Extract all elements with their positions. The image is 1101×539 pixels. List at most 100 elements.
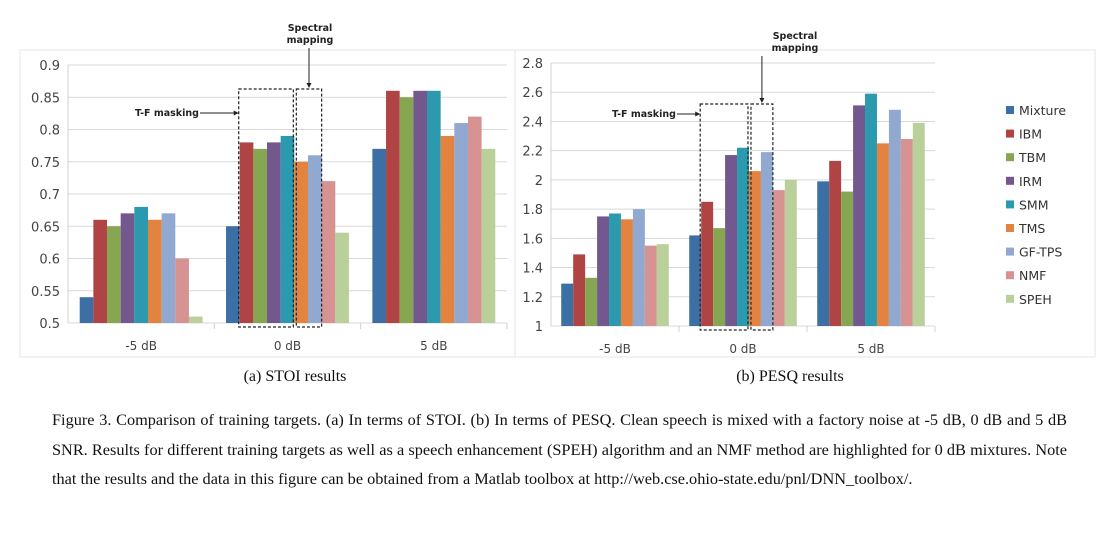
bar-speh--5dB	[188, 316, 203, 323]
legend-label-ibm: IBM	[1019, 127, 1042, 142]
y-tick-label: 1.6	[522, 232, 543, 247]
legend-label-tbm: TBM	[1018, 150, 1046, 165]
y-tick-label: 0.6	[39, 253, 60, 268]
x-tick-label: 5 dB	[857, 342, 884, 356]
spectral-mapping-box	[295, 88, 323, 328]
y-tick-label: 0.9	[39, 59, 60, 74]
bar-tbm--5dB	[585, 277, 598, 326]
bar-irm--5dB	[597, 216, 610, 326]
bar-gf-tps--5dB	[632, 209, 645, 326]
spectral-label: Spectral	[773, 31, 818, 42]
bar-gf-tps-0dB	[307, 155, 322, 323]
mapping-label: mapping	[772, 43, 819, 54]
legend-label-tms: TMS	[1018, 221, 1045, 236]
bar-speh-5dB	[912, 122, 925, 327]
legend-swatch-tbm	[1006, 153, 1014, 162]
legend-label-smm: SMM	[1019, 197, 1049, 212]
bar-speh-5dB	[481, 148, 496, 323]
bar-speh-0dB	[784, 179, 797, 326]
legend-label-nmf: NMF	[1019, 268, 1046, 283]
bar-mixture-0dB	[226, 226, 240, 323]
bar-nmf--5dB	[644, 245, 657, 326]
arrowhead-icon	[695, 111, 701, 117]
legend-swatch-nmf	[1006, 271, 1014, 280]
bar-ibm--5dB	[573, 254, 586, 326]
bar-tms-5dB	[876, 143, 889, 326]
bar-ibm-0dB	[239, 142, 254, 323]
bar-mixture-5dB	[372, 148, 387, 323]
bar-tms-5dB	[440, 135, 455, 323]
legend-swatch-ibm	[1006, 129, 1014, 138]
bar-tms--5dB	[620, 219, 633, 326]
tf-masking-label: T-F masking	[612, 109, 676, 120]
arrowhead-icon	[759, 98, 765, 103]
x-tick-label: -5 dB	[599, 342, 631, 356]
bar-gf-tps-5dB	[454, 123, 468, 323]
mapping-label: mapping	[287, 35, 334, 46]
x-tick-label: 0 dB	[729, 342, 756, 356]
spectral-label: Spectral	[288, 23, 333, 34]
bar-irm-5dB	[853, 105, 866, 326]
y-tick-label: 0.55	[31, 285, 60, 300]
y-tick-label: 1	[535, 320, 543, 335]
y-tick-label: 0.8	[39, 124, 60, 139]
bar-mixture-0dB	[689, 235, 702, 326]
bar-tms-0dB	[294, 161, 308, 323]
bar-nmf-5dB	[467, 116, 482, 323]
bar-mixture--5dB	[79, 297, 94, 323]
x-tick-label: 0 dB	[274, 339, 301, 353]
bar-mixture--5dB	[561, 283, 574, 326]
caption-stoi: (a) STOI results	[243, 368, 347, 385]
y-tick-label: 2.4	[522, 115, 543, 130]
bar-smm--5dB	[609, 213, 621, 326]
y-tick-label: 0.5	[39, 317, 60, 332]
y-tick-label: 1.4	[522, 262, 543, 277]
legend-swatch-smm	[1006, 200, 1014, 209]
legend-label-speh: SPEH	[1019, 292, 1052, 307]
legend-swatch-speh	[1006, 294, 1014, 303]
bar-irm--5dB	[120, 213, 135, 323]
bar-tbm-0dB	[713, 228, 726, 326]
y-tick-label: 1.2	[522, 291, 543, 306]
bar-speh--5dB	[656, 244, 669, 326]
bar-gf-tps-5dB	[888, 109, 901, 326]
arrowhead-icon	[233, 110, 239, 116]
bar-ibm-5dB	[829, 160, 842, 326]
bar-irm-0dB	[267, 142, 281, 323]
x-tick-label: -5 dB	[125, 339, 157, 353]
bar-smm-5dB	[865, 93, 877, 326]
figure-caption: Figure 3. Comparison of training targets…	[52, 410, 1067, 488]
bar-smm-5dB	[427, 90, 441, 323]
y-tick-label: 2	[535, 174, 543, 189]
bar-gf-tps-0dB	[760, 152, 773, 326]
arrowhead-icon	[306, 83, 312, 88]
bar-irm-0dB	[725, 155, 738, 326]
y-tick-label: 2.8	[522, 57, 543, 72]
bar-tbm-5dB	[841, 191, 854, 326]
bar-tbm-5dB	[399, 97, 414, 323]
legend-label-gf-tps: GF-TPS	[1019, 245, 1062, 260]
bar-irm-5dB	[413, 90, 428, 323]
bar-ibm-0dB	[701, 201, 714, 326]
bar-smm-0dB	[280, 135, 295, 323]
legend-swatch-irm	[1006, 176, 1014, 185]
bar-ibm-5dB	[386, 90, 400, 323]
y-tick-label: 0.7	[39, 188, 60, 203]
y-tick-label: 2.6	[522, 86, 543, 101]
bar-tms--5dB	[147, 219, 162, 323]
caption-pesq: (b) PESQ results	[736, 368, 844, 385]
bar-smm-0dB	[737, 147, 749, 326]
bar-mixture-5dB	[817, 181, 830, 326]
tf-masking-label: T-F masking	[135, 108, 199, 119]
tf-masking-box	[699, 103, 749, 331]
bar-ibm--5dB	[93, 219, 108, 323]
bar-speh-0dB	[335, 232, 349, 323]
bar-nmf--5dB	[175, 258, 189, 323]
bar-tbm--5dB	[107, 226, 121, 323]
bar-nmf-5dB	[900, 138, 913, 326]
y-tick-label: 0.65	[31, 220, 60, 235]
bar-smm--5dB	[134, 206, 148, 323]
figure-charts: 0.5 0.55 0.6 0.65 0.7 0.75 0.8 0.85 0.9 -5 dB 0 dB…	[19, 23, 1096, 358]
bar-nmf-0dB	[321, 181, 336, 323]
y-tick-label: 0.85	[31, 91, 60, 106]
